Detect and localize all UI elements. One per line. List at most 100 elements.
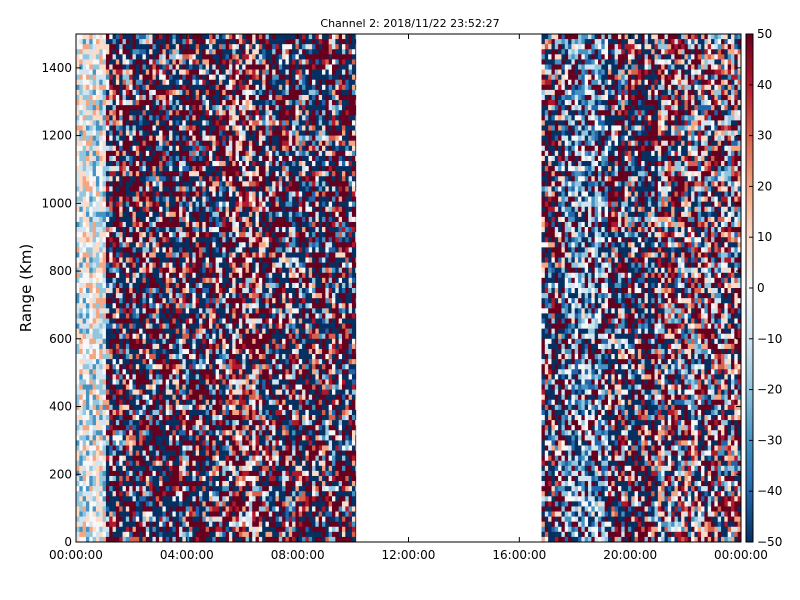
heatmap-cell <box>172 369 177 375</box>
heatmap-cell <box>112 44 117 50</box>
heatmap-cell <box>172 460 177 467</box>
heatmap-cell <box>79 348 83 355</box>
heatmap-cell <box>129 272 133 279</box>
heatmap-cell <box>182 323 187 329</box>
heatmap-cell <box>202 531 206 538</box>
heatmap-cell <box>122 328 127 335</box>
heatmap-cell <box>79 216 83 223</box>
heatmap-cell <box>149 470 153 477</box>
heatmap-cell <box>212 211 216 218</box>
heatmap-cell <box>209 374 213 380</box>
heatmap-cell <box>172 415 177 421</box>
heatmap-cell <box>195 105 200 111</box>
heatmap-cell <box>185 440 190 446</box>
heatmap-cell <box>185 323 190 329</box>
heatmap-cell <box>145 100 150 106</box>
heatmap-cell <box>119 171 123 177</box>
heatmap-cell <box>172 531 177 538</box>
heatmap-cell <box>215 445 220 451</box>
heatmap-cell <box>238 181 243 187</box>
heatmap-cell <box>179 176 183 182</box>
heatmap-cell <box>85 267 90 274</box>
heatmap-cell <box>155 384 160 390</box>
heatmap-cell <box>169 348 173 355</box>
heatmap-cell <box>125 74 130 81</box>
heatmap-cell <box>112 125 117 131</box>
heatmap-cell <box>218 145 223 152</box>
heatmap-cell <box>205 34 210 40</box>
heatmap-cell <box>102 34 107 40</box>
heatmap-cell <box>189 440 193 446</box>
heatmap-cell <box>109 54 113 60</box>
heatmap-cell <box>182 298 187 304</box>
heatmap-cell <box>135 100 140 106</box>
heatmap-cell <box>218 379 223 385</box>
heatmap-cell <box>212 308 216 314</box>
heatmap-cell <box>175 94 180 101</box>
heatmap-cell <box>238 445 243 451</box>
heatmap-cell <box>175 450 180 456</box>
heatmap-cell <box>99 455 103 462</box>
heatmap-cell <box>95 364 100 370</box>
heatmap-cell <box>92 181 97 187</box>
heatmap-cell <box>218 460 223 467</box>
heatmap-cell <box>199 536 203 543</box>
heatmap-cell <box>235 54 240 60</box>
heatmap-cell <box>159 221 163 228</box>
heatmap-cell <box>115 39 120 45</box>
heatmap-cell <box>202 293 206 299</box>
heatmap-cell <box>159 211 163 218</box>
heatmap-cell <box>122 262 127 268</box>
heatmap-cell <box>189 430 193 436</box>
heatmap-cell <box>152 404 157 411</box>
heatmap-cell <box>205 394 210 401</box>
heatmap-cell <box>102 94 107 101</box>
heatmap-cell <box>99 237 103 243</box>
heatmap-cell <box>232 262 236 268</box>
heatmap-cell <box>192 120 197 126</box>
heatmap-cell <box>225 201 230 208</box>
heatmap-cell <box>185 201 190 208</box>
heatmap-cell <box>76 348 80 355</box>
heatmap-cell <box>155 125 160 131</box>
heatmap-cell <box>92 409 97 416</box>
heatmap-cell <box>132 282 137 289</box>
heatmap-cell <box>218 252 223 258</box>
heatmap-cell <box>135 293 140 299</box>
heatmap-cell <box>135 201 140 208</box>
heatmap-cell <box>122 415 127 421</box>
heatmap-cell <box>159 374 163 380</box>
heatmap-cell <box>92 343 97 350</box>
heatmap-cell <box>179 272 183 279</box>
heatmap-cell <box>169 399 173 406</box>
heatmap-cell <box>192 105 197 111</box>
heatmap-cell <box>162 94 167 101</box>
heatmap-cell <box>79 100 83 106</box>
heatmap-cell <box>95 115 100 121</box>
heatmap-cell <box>109 282 113 289</box>
heatmap-cell <box>199 343 203 350</box>
heatmap-cell <box>162 354 167 360</box>
heatmap-cell <box>95 475 100 482</box>
heatmap-cell <box>205 354 210 360</box>
heatmap-cell <box>209 425 213 431</box>
heatmap-cell <box>135 313 140 319</box>
heatmap-cell <box>149 242 153 248</box>
heatmap-cell <box>135 531 140 538</box>
heatmap-cell <box>182 171 187 177</box>
heatmap-cell <box>92 262 97 268</box>
heatmap-cell <box>199 247 203 253</box>
heatmap-cell <box>135 343 140 350</box>
heatmap-cell <box>212 257 216 263</box>
heatmap-cell <box>209 39 213 45</box>
heatmap-cell <box>129 501 133 507</box>
heatmap-cell <box>135 34 140 40</box>
heatmap-cell <box>119 481 123 487</box>
heatmap-cell <box>212 216 216 223</box>
heatmap-cell <box>232 526 236 533</box>
heatmap-cell <box>175 501 180 507</box>
heatmap-cell <box>125 491 130 497</box>
heatmap-cell <box>105 171 110 177</box>
heatmap-cell <box>195 384 200 390</box>
heatmap-cell <box>222 105 226 111</box>
